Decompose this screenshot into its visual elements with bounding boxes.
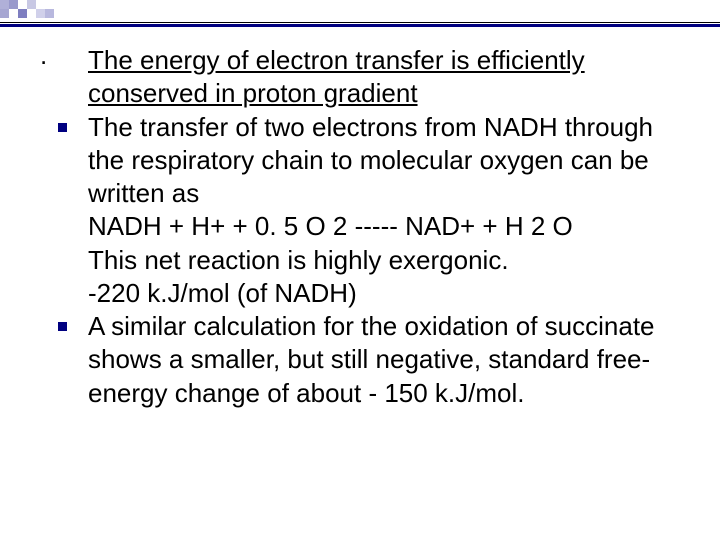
- bullet-text: The energy of electron transfer is effic…: [88, 44, 690, 111]
- decorative-square: [0, 0, 9, 9]
- bullet-text: -220 k.J/mol (of NADH): [88, 277, 690, 310]
- bullet-item: The transfer of two electrons from NADH …: [30, 111, 690, 311]
- square-bullet-icon: [58, 123, 67, 132]
- decorative-square: [18, 9, 27, 18]
- content-area: . The energy of electron transfer is eff…: [30, 40, 690, 410]
- top-borders: [0, 22, 720, 27]
- bullet-text: The transfer of two electrons from NADH …: [88, 111, 690, 211]
- slide: . The energy of electron transfer is eff…: [0, 0, 720, 540]
- border-thin: [0, 22, 720, 23]
- decorative-square: [0, 9, 9, 18]
- decorative-square: [36, 9, 45, 18]
- bullet-item: The energy of electron transfer is effic…: [30, 44, 690, 111]
- decorative-square: [9, 0, 18, 9]
- bullet-item: A similar calculation for the oxidation …: [30, 310, 690, 410]
- decorative-square: [27, 0, 36, 9]
- decorative-square: [45, 9, 54, 18]
- square-bullet-icon: [58, 322, 67, 331]
- top-decoration: [0, 0, 720, 26]
- bullet-text: This net reaction is highly exergonic.: [88, 244, 690, 277]
- bullet-text: NADH + H+ + 0. 5 O 2 ----- NAD+ + H 2 O: [88, 210, 690, 243]
- bullet-list: The energy of electron transfer is effic…: [30, 40, 690, 410]
- border-thick: [0, 24, 720, 27]
- bullet-text: A similar calculation for the oxidation …: [88, 310, 690, 410]
